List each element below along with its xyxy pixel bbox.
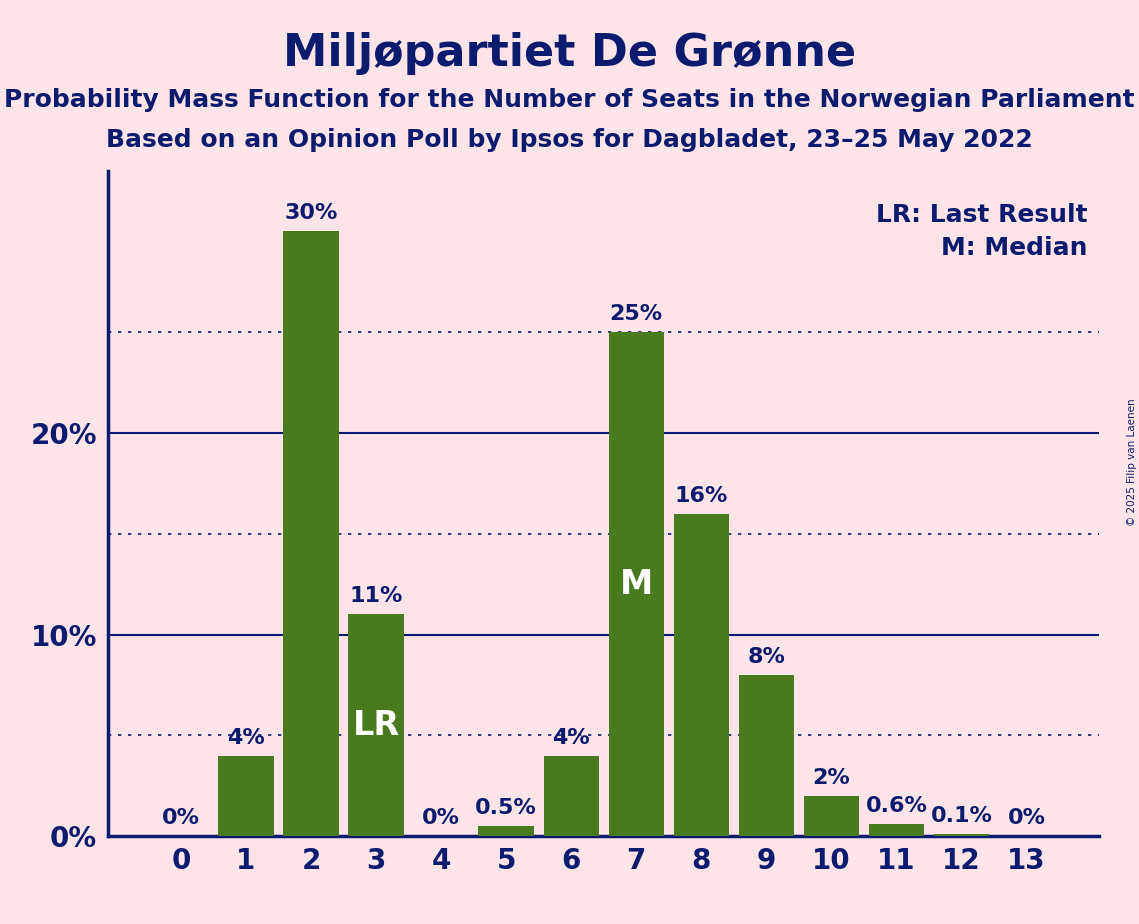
- Bar: [284, 231, 338, 836]
- Bar: [934, 834, 989, 836]
- Bar: [673, 514, 729, 836]
- Bar: [804, 796, 859, 836]
- Text: 16%: 16%: [674, 486, 728, 505]
- Bar: [219, 756, 273, 836]
- Text: M: Median: M: Median: [941, 236, 1088, 260]
- Text: LR: LR: [352, 709, 400, 742]
- Text: 8%: 8%: [747, 647, 785, 667]
- Bar: [738, 675, 794, 836]
- Text: 30%: 30%: [285, 203, 337, 224]
- Text: 0.6%: 0.6%: [866, 796, 927, 816]
- Text: 0%: 0%: [162, 808, 199, 828]
- Bar: [869, 824, 924, 836]
- Text: LR: Last Result: LR: Last Result: [876, 203, 1088, 227]
- Text: 0%: 0%: [423, 808, 460, 828]
- Text: 0%: 0%: [1008, 808, 1046, 828]
- Bar: [478, 826, 534, 836]
- Bar: [349, 614, 403, 836]
- Text: Miljøpartiet De Grønne: Miljøpartiet De Grønne: [282, 32, 857, 76]
- Text: Probability Mass Function for the Number of Seats in the Norwegian Parliament: Probability Mass Function for the Number…: [5, 88, 1134, 112]
- Text: 0.1%: 0.1%: [931, 806, 992, 826]
- Text: 11%: 11%: [350, 587, 403, 606]
- Text: Based on an Opinion Poll by Ipsos for Dagbladet, 23–25 May 2022: Based on an Opinion Poll by Ipsos for Da…: [106, 128, 1033, 152]
- Text: 25%: 25%: [609, 304, 663, 324]
- Text: 4%: 4%: [552, 727, 590, 748]
- Text: 0.5%: 0.5%: [475, 798, 536, 818]
- Text: 4%: 4%: [227, 727, 264, 748]
- Bar: [608, 333, 664, 836]
- Text: 2%: 2%: [812, 768, 850, 788]
- Bar: [543, 756, 599, 836]
- Text: © 2025 Filip van Laenen: © 2025 Filip van Laenen: [1126, 398, 1137, 526]
- Text: M: M: [620, 567, 653, 601]
